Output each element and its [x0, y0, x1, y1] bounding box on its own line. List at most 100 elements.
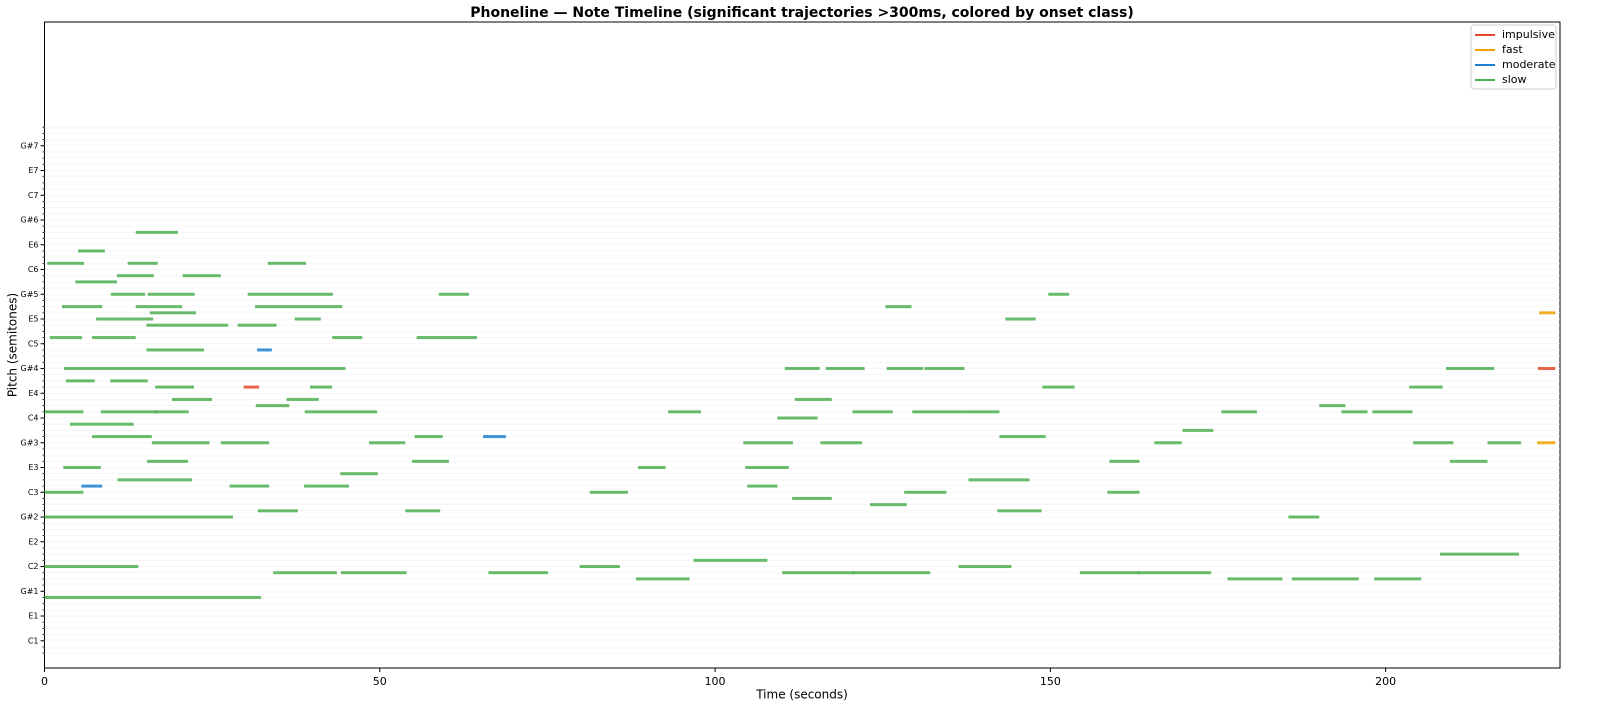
note — [1537, 367, 1556, 371]
note — [44, 515, 233, 519]
y-tick-label: E5 — [28, 315, 38, 324]
note — [1341, 410, 1368, 414]
y-axis-label: Pitch (semitones) — [6, 293, 20, 397]
note — [117, 478, 193, 482]
note — [416, 336, 478, 340]
note — [912, 410, 966, 414]
note — [146, 348, 205, 352]
note — [100, 410, 158, 414]
note — [92, 336, 136, 340]
note — [1042, 385, 1075, 389]
note — [784, 367, 820, 371]
chart-title: Phoneline — Note Timeline (significant t… — [470, 5, 1134, 21]
note — [304, 410, 378, 414]
notes — [44, 230, 1556, 599]
note — [1539, 311, 1556, 315]
note — [635, 577, 690, 581]
note — [1372, 410, 1413, 414]
y-tick-label: E1 — [28, 612, 38, 621]
note — [965, 410, 1000, 414]
note — [151, 441, 210, 445]
y-tick-label: G#4 — [21, 364, 39, 373]
y-tick-label: G#1 — [21, 587, 39, 596]
x-tick-label: 200 — [1375, 675, 1396, 688]
note — [1439, 552, 1520, 556]
note — [257, 348, 272, 352]
note — [247, 292, 333, 296]
note — [1487, 441, 1522, 445]
note — [1154, 441, 1182, 445]
note — [63, 367, 346, 371]
note — [968, 478, 1030, 482]
grid — [44, 126, 1560, 654]
axes: C1 E1 G#1 C2 E2 G#2 C3 E3 G#3 C4 E4 G#4 C5 E5 G#5 C6 E6 G… — [21, 126, 1396, 688]
x-tick-label: 150 — [1040, 675, 1061, 688]
note — [488, 571, 549, 575]
note — [999, 435, 1046, 439]
y-tick-label: C6 — [28, 265, 39, 274]
note — [49, 336, 83, 340]
note — [1005, 317, 1036, 321]
note — [78, 249, 105, 253]
note — [483, 435, 506, 439]
legend: impulsive fast moderate slow — [1470, 24, 1557, 90]
plot-frame — [44, 21, 1561, 669]
note — [693, 558, 768, 562]
y-tick-label: G#6 — [21, 216, 39, 225]
legend-label: moderate — [1502, 58, 1556, 71]
note — [44, 595, 262, 599]
note — [958, 565, 1012, 569]
y-tick-label: C4 — [28, 414, 39, 423]
note — [340, 472, 378, 476]
note — [257, 509, 298, 513]
note — [743, 441, 793, 445]
note — [332, 336, 363, 340]
note — [1221, 410, 1257, 414]
note — [147, 459, 189, 463]
note — [116, 274, 154, 278]
y-tick-label: C5 — [28, 339, 39, 348]
y-tick-label: E2 — [28, 537, 38, 546]
note — [579, 565, 620, 569]
note — [155, 385, 195, 389]
note — [340, 571, 407, 575]
note — [924, 367, 965, 371]
note — [1446, 367, 1495, 371]
note — [405, 509, 441, 513]
note — [852, 571, 931, 575]
note — [1413, 441, 1454, 445]
y-tick-label: G#7 — [21, 141, 39, 150]
note — [182, 274, 221, 278]
note — [1079, 571, 1140, 575]
y-tick-label: E3 — [28, 463, 38, 472]
y-tick-label: G#2 — [21, 513, 39, 522]
note — [820, 441, 862, 445]
note — [1182, 428, 1214, 432]
note — [149, 311, 197, 315]
note — [1537, 441, 1556, 445]
note — [61, 305, 103, 309]
note — [47, 261, 85, 265]
legend-label: impulsive — [1502, 28, 1555, 41]
note — [146, 323, 229, 327]
note — [135, 230, 178, 234]
note — [885, 305, 912, 309]
legend-label: fast — [1502, 43, 1523, 56]
note — [310, 385, 333, 389]
note — [1227, 577, 1283, 581]
note — [369, 441, 406, 445]
note — [96, 317, 154, 321]
y-tick-label: E4 — [28, 389, 38, 398]
note — [81, 484, 103, 488]
y-tick-label: E7 — [28, 166, 38, 175]
note — [886, 367, 923, 371]
note — [304, 484, 349, 488]
note — [825, 367, 865, 371]
note — [1288, 515, 1320, 519]
note — [1107, 490, 1140, 494]
note — [869, 503, 907, 507]
note — [44, 490, 84, 494]
note — [237, 323, 277, 327]
note — [69, 422, 134, 426]
note — [75, 280, 117, 284]
